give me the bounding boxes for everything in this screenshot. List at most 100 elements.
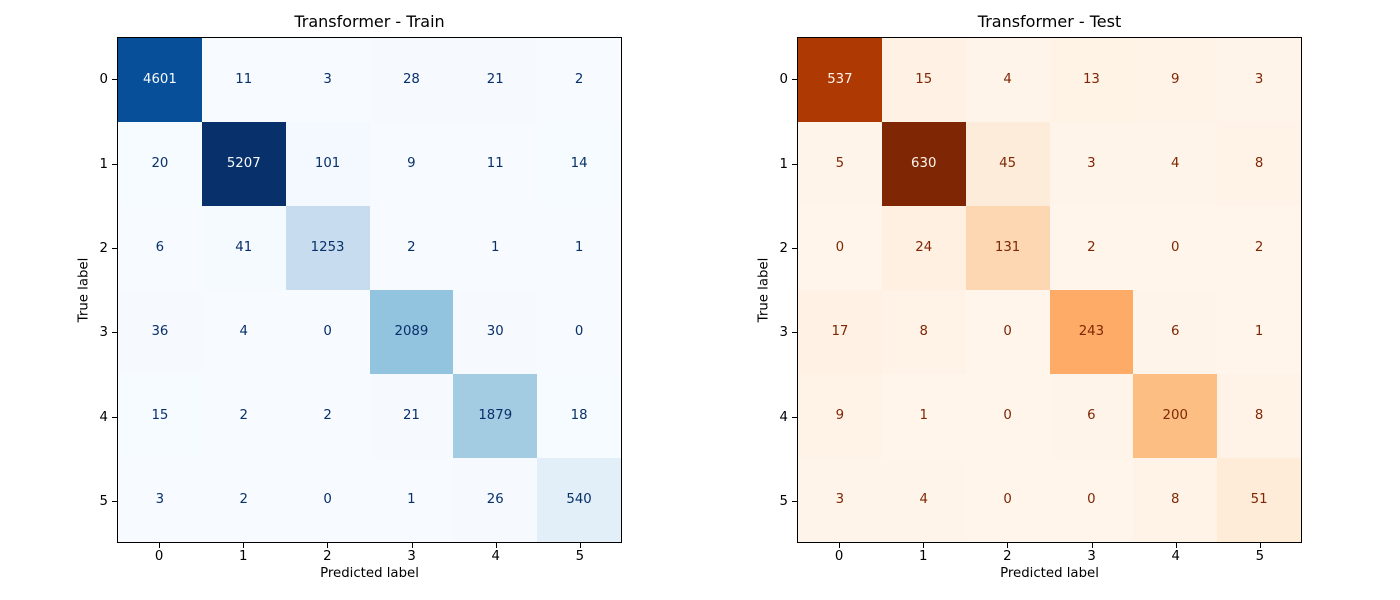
x-tick-label: 2 [1003,549,1012,564]
x-axis-label: Predicted label [320,566,419,581]
cell-value: 2 [239,408,248,424]
y-tick-label: 3 [99,325,108,341]
x-tick-label: 4 [491,549,500,564]
cell-value: 6 [155,240,165,256]
matrix-cell: 243 [1049,290,1134,374]
matrix-cell: 3 [798,458,882,542]
matrix-cell: 1 [453,206,538,290]
cell-value: 2 [574,72,584,88]
matrix-cell: 2 [537,38,621,122]
matrix-cell: 8 [1217,122,1301,206]
matrix-cell: 1 [537,206,621,290]
cell-value: 4601 [142,72,177,88]
matrix-cell: 51 [1217,458,1301,542]
matrix-cell: 4 [1133,122,1218,206]
matrix-cell: 3 [285,38,370,122]
y-tick-mark [792,247,797,249]
cell-value: 15 [915,72,933,88]
cell-value: 17 [831,324,849,340]
y-tick-label: 2 [779,240,788,256]
x-tick-mark [1175,543,1177,548]
cell-value: 36 [151,324,169,340]
chart-title: Transformer - Train [294,12,445,31]
x-tick-label: 0 [834,549,844,564]
matrix-cell: 2 [1049,206,1134,290]
y-tick-mark [792,416,797,418]
cell-value: 0 [1003,324,1012,340]
cell-value: 0 [574,324,584,340]
cell-value: 2 [1254,240,1264,256]
cell-value: 3 [1254,72,1264,88]
x-tick-mark [495,543,497,548]
cell-value: 13 [1082,72,1100,88]
matrix-cell: 6 [118,206,202,290]
y-tick-label: 4 [99,409,108,425]
x-tick-mark [1259,543,1261,548]
cell-value: 540 [566,492,592,508]
cell-value: 3 [323,72,332,88]
matrix-cell: 4601 [118,38,202,122]
cell-value: 1 [574,240,584,256]
y-tick-label: 5 [99,493,108,509]
matrix-cell: 0 [798,206,882,290]
cell-value: 0 [1003,408,1012,424]
y-tick-mark [112,416,117,418]
x-tick-mark [579,543,581,548]
cell-value: 2089 [394,324,429,340]
matrix-cell: 26 [453,458,538,542]
cell-value: 1253 [310,240,345,256]
cell-value: 24 [915,240,933,256]
cell-value: 1879 [478,408,513,424]
matrix-cell: 28 [369,38,454,122]
matrix-cell: 0 [285,458,370,542]
matrix-cell: 0 [285,290,370,374]
cell-value: 4 [919,492,928,508]
cell-value: 14 [570,156,588,172]
matrix-cell: 101 [285,122,370,206]
cell-value: 41 [235,240,253,256]
matrix-cell: 0 [965,290,1050,374]
cell-value: 30 [486,324,504,340]
matrix-cell: 2 [285,374,370,458]
y-axis-label: True label [756,257,772,323]
matrix-cell: 21 [453,38,538,122]
matrix-cell: 15 [118,374,202,458]
x-axis-label: Predicted label [1000,566,1099,581]
y-tick-label: 5 [779,493,788,509]
cell-value: 20 [151,156,169,172]
y-tick-mark [792,500,797,502]
matrix-cell: 1879 [453,374,538,458]
x-tick-label: 0 [154,549,164,564]
cell-value: 0 [323,324,332,340]
cell-value: 3 [835,492,845,508]
x-tick-mark [1007,543,1009,548]
x-tick-label: 5 [575,549,585,564]
x-tick-mark [411,543,413,548]
cell-value: 2 [407,240,416,256]
x-tick-label: 1 [239,549,248,564]
matrix-cell: 24 [881,206,966,290]
cell-value: 21 [402,408,420,424]
heatmap-axes: 537 15 4 13 9 3 5 630 45 3 4 8 0 24 131 2 0 2 17 8 0 243 6 1 9 1 0… [797,37,1302,543]
y-tick-label: 2 [99,240,108,256]
y-tick-mark [112,500,117,502]
matrix-cell: 0 [965,374,1050,458]
cell-value: 21 [486,72,504,88]
matrix-cell: 17 [798,290,882,374]
matrix-cell: 1 [881,374,966,458]
cell-value: 8 [1254,156,1264,172]
x-tick-label: 1 [919,549,928,564]
matrix-cell: 2089 [369,290,454,374]
cell-value: 2 [239,492,248,508]
matrix-cell: 2 [201,374,286,458]
y-tick-label: 3 [779,325,788,341]
matrix-cell: 2 [201,458,286,542]
matrix-cell: 1253 [285,206,370,290]
cell-value: 537 [827,72,853,88]
matrix-cell: 15 [881,38,966,122]
matrix-cell: 5 [798,122,882,206]
x-tick-mark [159,543,161,548]
cell-value: 1 [491,240,500,256]
y-tick-mark [112,163,117,165]
matrix-cell: 41 [201,206,286,290]
